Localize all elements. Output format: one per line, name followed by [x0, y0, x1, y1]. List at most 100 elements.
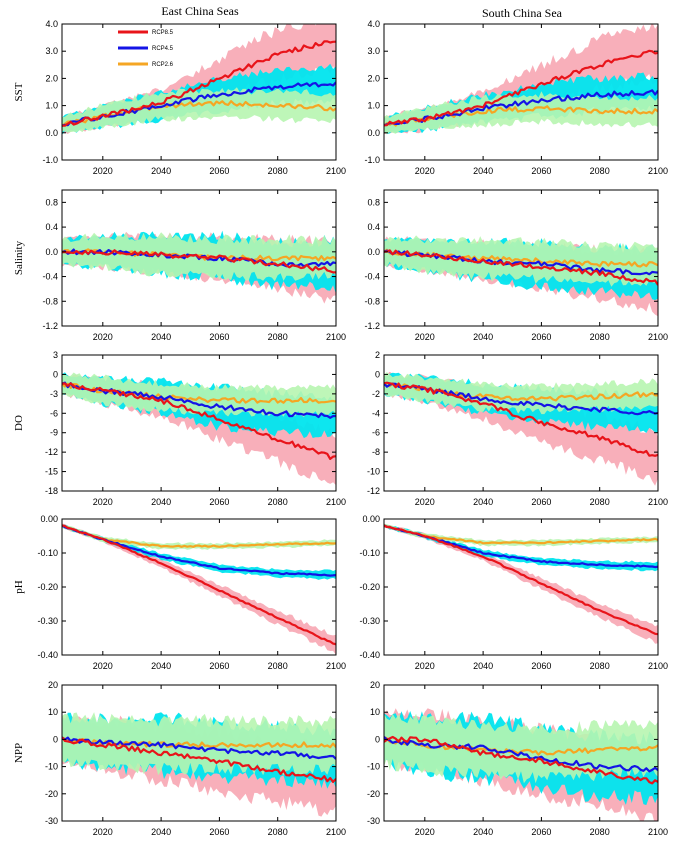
x-tick-label: 2020: [93, 827, 113, 837]
x-tick-label: 2060: [209, 166, 229, 176]
panel-frame: [61, 354, 337, 492]
column-title-east-china-seas: East China Seas: [161, 4, 239, 18]
series-line-rcp85: [62, 736, 336, 784]
band-rcp26: [384, 372, 658, 415]
y-tick-label: 0: [53, 369, 58, 379]
panel-sst-ecs: -1.0 0.0 1.0 2.0 3.0 4.0 2020 2040 2060 2080 2100 S…: [13, 19, 346, 176]
series-line-rcp85: [384, 381, 658, 457]
x-tick-label: 2020: [415, 166, 435, 176]
x-tick-label: 2020: [415, 827, 435, 837]
series-line-rcp45: [62, 736, 336, 760]
x-tick-label: 2100: [326, 661, 346, 671]
x-tick-label: 2100: [326, 497, 346, 507]
panel-frame: [383, 354, 659, 492]
x-tick-label: 2100: [648, 332, 668, 342]
x-tick-label: 2080: [268, 332, 288, 342]
x-tick-label: 2020: [415, 497, 435, 507]
x-tick-label: 2100: [648, 497, 668, 507]
y-tick-label: -0.40: [359, 650, 380, 660]
y-tick-label: 10: [370, 707, 380, 717]
legend-label-rcp85: RCP8.5: [152, 30, 174, 36]
y-tick-label: 2.0: [45, 73, 58, 83]
y-tick-label: -12: [45, 447, 58, 457]
plot-area: [62, 523, 336, 655]
y-tick-label: 0.4: [367, 222, 380, 232]
series-line-rcp26: [384, 105, 658, 127]
y-tick-label: 0: [53, 734, 58, 744]
panel-frame: [383, 23, 659, 161]
panel-frame: [383, 189, 659, 327]
plot-area: [384, 24, 658, 135]
y-tick-label: -1.0: [364, 155, 380, 165]
y-tick-label: 0.00: [40, 514, 58, 524]
x-tick-label: 2020: [93, 497, 113, 507]
x-tick-label: 2100: [326, 827, 346, 837]
x-tick-label: 2100: [648, 166, 668, 176]
x-tick-label: 2080: [590, 332, 610, 342]
plot-area: [384, 235, 658, 317]
x-tick-label: 2040: [151, 661, 171, 671]
y-tick-label: -10: [45, 762, 58, 772]
plot-area: [62, 712, 336, 817]
band-rcp26: [384, 91, 658, 134]
y-tick-label: -30: [45, 816, 58, 826]
series-line-rcp85: [62, 40, 336, 127]
series-line-rcp85: [62, 524, 336, 646]
y-tick-label: -6: [50, 408, 58, 418]
panel-frame: [61, 189, 337, 327]
panel-frame: [61, 684, 337, 822]
y-tick-label: -20: [367, 789, 380, 799]
x-tick-label: 2040: [473, 827, 493, 837]
y-tick-label: -4: [372, 408, 380, 418]
x-tick-label: 2080: [590, 827, 610, 837]
y-tick-label: -0.40: [37, 650, 58, 660]
y-tick-label: 3.0: [367, 46, 380, 56]
column-title-south-china-sea: South China Sea: [482, 6, 563, 20]
y-tick-label: -6: [372, 428, 380, 438]
y-tick-label: -10: [367, 467, 380, 477]
y-tick-label: 3: [53, 350, 58, 360]
y-tick-label: -1.0: [42, 155, 58, 165]
x-tick-label: 2020: [93, 166, 113, 176]
x-tick-label: 2060: [209, 661, 229, 671]
x-tick-label: 2060: [209, 497, 229, 507]
series-line-rcp45: [62, 381, 336, 419]
x-tick-label: 2080: [268, 661, 288, 671]
x-tick-label: 2020: [415, 332, 435, 342]
x-tick-label: 2060: [531, 166, 551, 176]
x-tick-label: 2060: [209, 827, 229, 837]
y-tick-label: -18: [45, 486, 58, 496]
panel-frame: [61, 23, 337, 161]
x-tick-label: 2040: [473, 166, 493, 176]
y-axis-label-do: DO: [13, 415, 25, 431]
series-line-rcp85: [384, 249, 658, 286]
panel-salinity-scs: -1.2 -0.8 -0.4 0.0 0.4 0.8 2020 2040 2060 2080 210…: [364, 189, 668, 342]
y-tick-label: -0.4: [42, 272, 58, 282]
y-tick-label: 2.0: [367, 73, 380, 83]
series-line-rcp85: [384, 49, 658, 127]
series-line-rcp45: [384, 736, 658, 773]
y-tick-label: 0.00: [362, 514, 380, 524]
y-axis-label-sst: SST: [13, 82, 25, 101]
y-tick-label: 3.0: [45, 46, 58, 56]
series-line-rcp85: [62, 249, 336, 274]
y-tick-label: 0.8: [45, 197, 58, 207]
y-tick-label: 10: [48, 707, 58, 717]
y-tick-label: -0.20: [37, 582, 58, 592]
y-tick-label: -10: [367, 762, 380, 772]
panel-ph-ecs: -0.40 -0.30 -0.20 -0.10 0.00 2020 2040 2060 2080…: [13, 514, 346, 671]
x-tick-label: 2080: [268, 166, 288, 176]
x-tick-label: 2100: [326, 332, 346, 342]
x-tick-label: 2060: [531, 827, 551, 837]
band-rcp26: [62, 372, 336, 418]
x-tick-label: 2080: [590, 497, 610, 507]
x-tick-label: 2040: [473, 332, 493, 342]
y-tick-label: -15: [45, 467, 58, 477]
plot-area: [384, 371, 658, 486]
x-tick-label: 2040: [473, 661, 493, 671]
y-tick-label: -9: [50, 428, 58, 438]
x-tick-label: 2060: [531, 497, 551, 507]
y-tick-label: -30: [367, 816, 380, 826]
